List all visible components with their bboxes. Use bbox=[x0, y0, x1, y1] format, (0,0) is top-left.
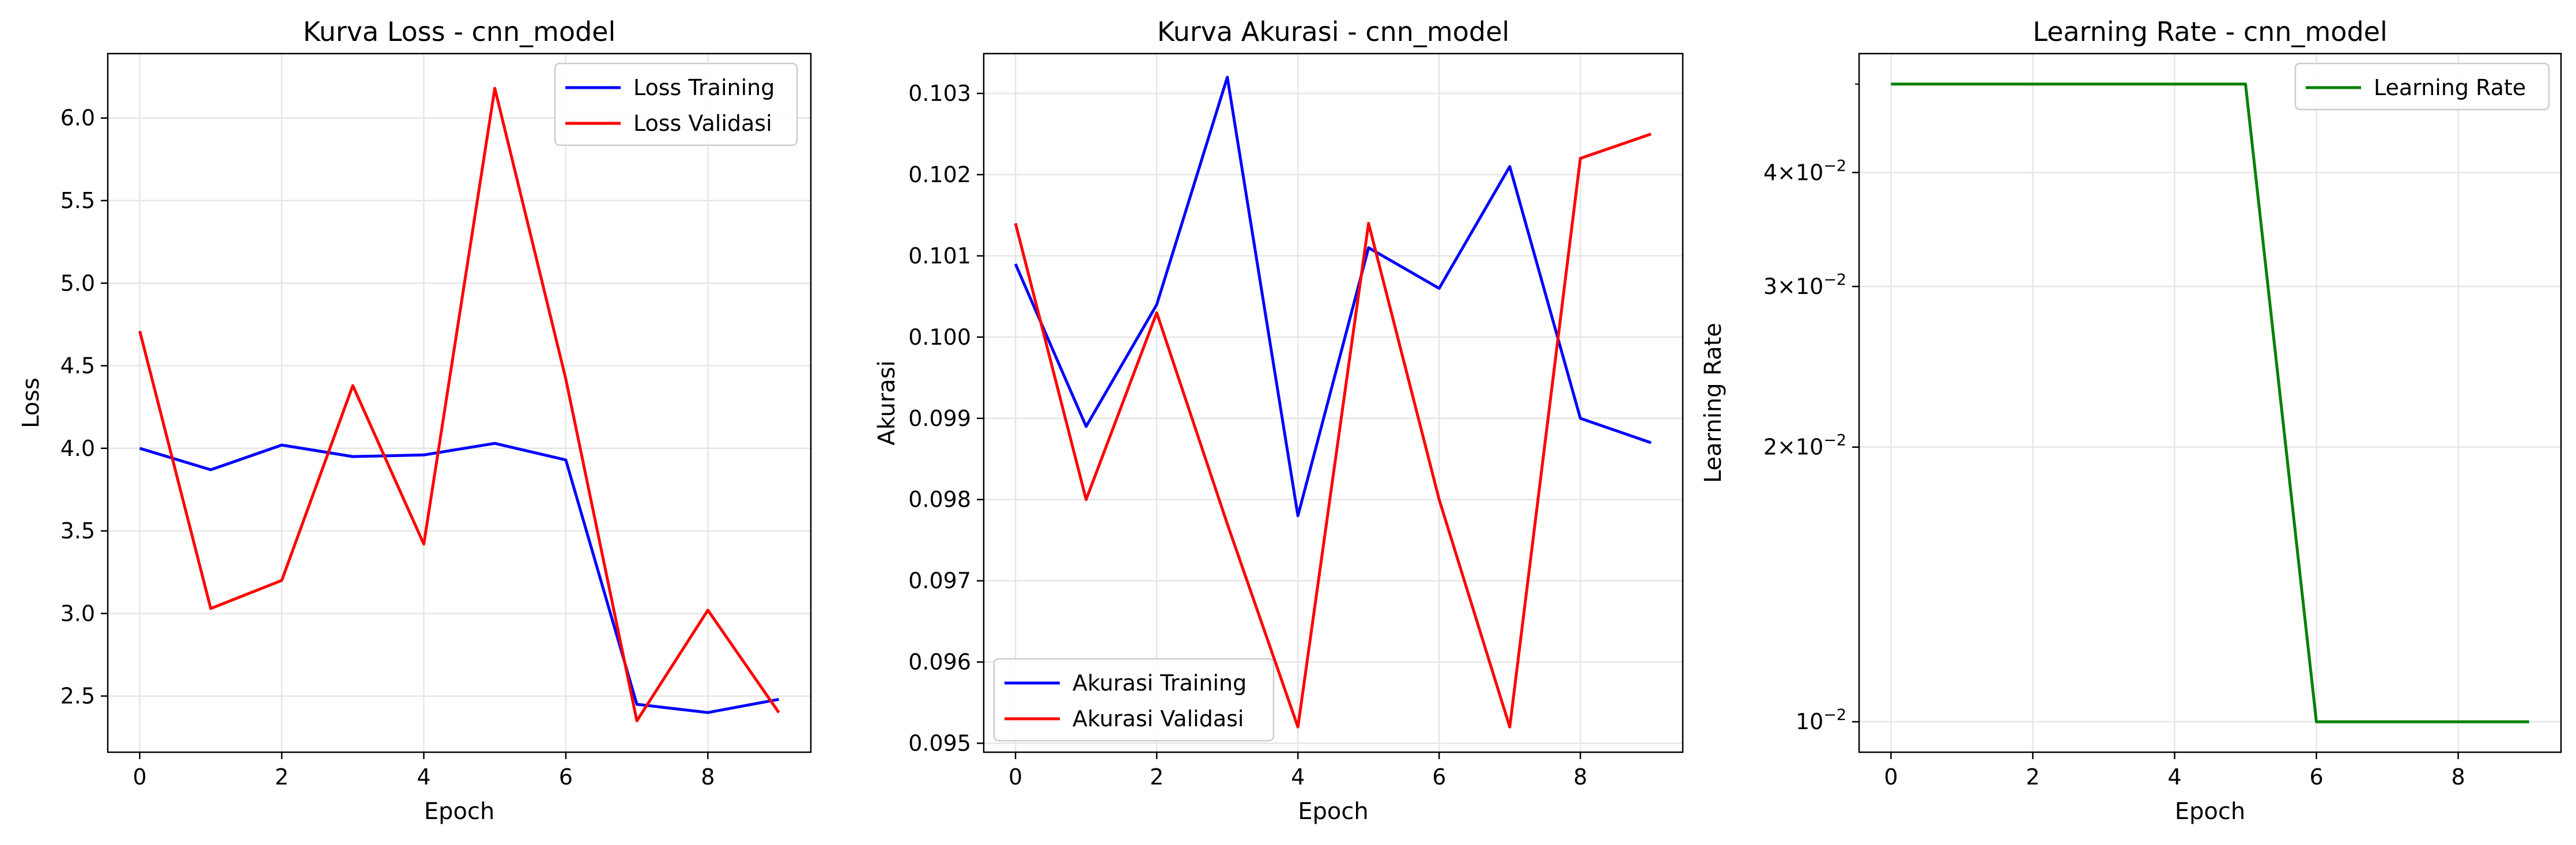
y-tick-label: 0.096 bbox=[908, 650, 971, 675]
x-tick-label: 8 bbox=[701, 764, 715, 790]
y-tick-label: 0.100 bbox=[908, 325, 971, 350]
grid bbox=[1859, 54, 2561, 752]
series-line-1 bbox=[1014, 76, 1652, 518]
legend-label: Akurasi Validasi bbox=[1072, 706, 1244, 731]
series-line-2 bbox=[138, 86, 780, 723]
y-tick-label: 0.101 bbox=[908, 243, 971, 269]
y-tick-label: 0.102 bbox=[908, 162, 971, 187]
y-axis-label: Loss bbox=[18, 378, 44, 428]
x-tick-label: 6 bbox=[1432, 764, 1446, 790]
series-line-2 bbox=[1014, 133, 1652, 729]
x-tick-label: 4 bbox=[417, 764, 430, 790]
legend-box bbox=[2294, 62, 2550, 111]
y-tick-label: 3.0 bbox=[61, 601, 95, 626]
grid bbox=[108, 54, 811, 752]
y-tick-label: 3.5 bbox=[61, 518, 95, 544]
chart-panel-1: 0 2 4 6 8 2.5 3.0 3.5 4.0 4.5 5.0 5.5 6.0 Kurva Loss … bbox=[18, 16, 812, 825]
series-line-1 bbox=[139, 442, 779, 714]
y-tick-label: 10−2 bbox=[1796, 706, 1846, 734]
x-tick-label: 4 bbox=[2167, 764, 2181, 790]
y-axis-label: Learning Rate bbox=[1700, 323, 1727, 483]
x-tick-label: 0 bbox=[1009, 764, 1022, 790]
grid bbox=[984, 54, 1683, 752]
x-tick-label: 6 bbox=[2309, 764, 2323, 790]
y-tick-label: 5.0 bbox=[61, 270, 95, 296]
chart-panel-3: 0 2 4 6 8 2×10−2 3×10−2 4×10−2 10−2 Learning Rate… bbox=[1700, 16, 2562, 825]
series-line-1 bbox=[1891, 82, 2529, 723]
x-tick-label: 6 bbox=[559, 764, 573, 790]
y-tick-label: 0.097 bbox=[908, 568, 971, 594]
legend-label: Akurasi Training bbox=[1072, 670, 1247, 696]
legend: Akurasi Training Akurasi Validasi bbox=[993, 658, 1275, 742]
x-tick-label: 4 bbox=[1291, 764, 1305, 790]
chart-title: Kurva Akurasi - cnn_model bbox=[1157, 16, 1509, 47]
x-tick-label: 2 bbox=[2026, 764, 2039, 790]
y-tick-label: 2×10−2 bbox=[1763, 432, 1846, 460]
y-tick-label: 0.098 bbox=[908, 487, 971, 512]
y-tick-label: 5.5 bbox=[61, 188, 95, 213]
legend-label: Loss Validasi bbox=[633, 111, 772, 136]
y-tick-label: 0.099 bbox=[908, 406, 971, 431]
axes-frame bbox=[983, 52, 1684, 753]
legend: Learning Rate bbox=[2294, 62, 2550, 111]
y-tick-label: 4×10−2 bbox=[1763, 157, 1846, 185]
legend-label: Loss Training bbox=[633, 75, 775, 100]
y-tick-label: 3×10−2 bbox=[1763, 271, 1846, 299]
y-axis-label: Akurasi bbox=[874, 360, 900, 446]
x-tick-label: 8 bbox=[1573, 764, 1587, 790]
chart-title: Learning Rate - cnn_model bbox=[2033, 16, 2387, 47]
y-tick-label: 0.095 bbox=[908, 730, 971, 756]
axes-frame bbox=[1858, 52, 2562, 753]
y-tick-label: 4.0 bbox=[61, 436, 95, 461]
x-tick-label: 8 bbox=[2452, 764, 2465, 790]
legend: Loss Training Loss Validasi bbox=[554, 62, 798, 146]
x-axis-label: Epoch bbox=[424, 798, 494, 825]
x-tick-label: 0 bbox=[133, 764, 146, 790]
y-tick-label: 6.0 bbox=[61, 105, 95, 131]
x-axis-label: Epoch bbox=[2175, 798, 2245, 825]
axes-frame bbox=[107, 52, 812, 753]
y-tick-label: 2.5 bbox=[61, 684, 95, 709]
x-tick-label: 0 bbox=[1884, 764, 1898, 790]
x-tick-label: 2 bbox=[1150, 764, 1164, 790]
y-tick-label: 0.103 bbox=[908, 81, 971, 106]
chart-title: Kurva Loss - cnn_model bbox=[303, 16, 616, 47]
chart-panel-2: 0 2 4 6 8 0.095 0.096 0.097 0.098 0.099 0.100 0.101… bbox=[874, 16, 1684, 825]
legend-box bbox=[993, 658, 1275, 742]
x-axis-label: Epoch bbox=[1298, 798, 1368, 825]
legend-label: Learning Rate bbox=[2374, 75, 2526, 100]
y-tick-label: 4.5 bbox=[61, 353, 95, 379]
x-tick-label: 2 bbox=[275, 764, 289, 790]
